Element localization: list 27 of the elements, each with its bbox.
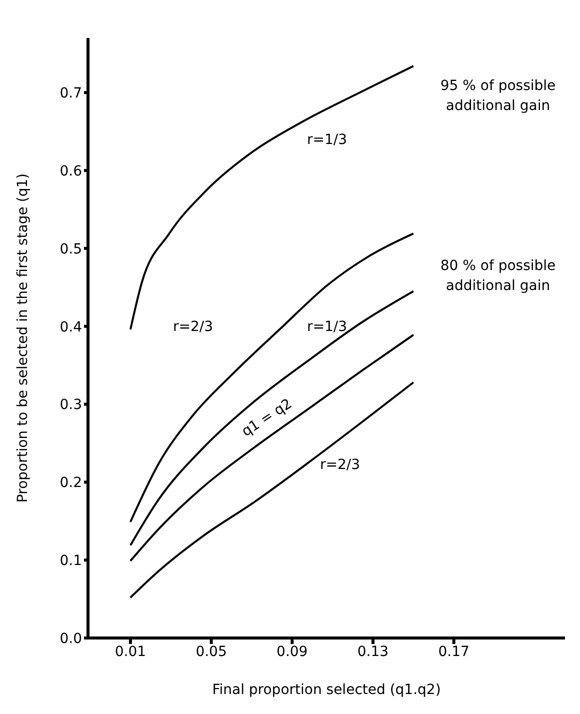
annotation: 95 % of possible additional gain <box>439 77 557 116</box>
y-tick-label: 0.3 <box>60 397 82 414</box>
x-tick-label: 0.01 <box>114 644 146 660</box>
annotation: q1 = q2 <box>238 394 296 442</box>
y-tick-label: 0.2 <box>60 475 82 492</box>
annotation: r=1/3 <box>306 131 348 150</box>
line-series <box>129 381 414 598</box>
line-series <box>129 65 414 330</box>
y-axis-title: Proportion to be selected in the first stage (q1) <box>14 173 31 503</box>
x-tick-label: 0.05 <box>196 644 227 660</box>
y-tick-label: 0.5 <box>60 241 82 258</box>
line-series <box>129 232 414 523</box>
x-tick-label: 0.09 <box>276 644 308 660</box>
x-tick-label: 0.17 <box>438 644 470 660</box>
y-tick-label: 0.4 <box>60 319 82 336</box>
annotation: r=2/3 <box>318 456 362 475</box>
line-series <box>129 290 414 546</box>
x-axis-title: Final proportion selected (q1.q2) <box>212 682 441 698</box>
x-tick-label: 0.13 <box>357 644 389 660</box>
annotation: 80 % of possible additional gain <box>439 257 557 296</box>
line-series <box>129 334 414 562</box>
y-tick-label: 0.6 <box>60 163 82 180</box>
y-tick-label: 0.1 <box>60 553 82 570</box>
y-tick-label: 0.0 <box>60 630 82 647</box>
y-tick-label: 0.7 <box>60 86 82 102</box>
annotation: r=1/3 <box>306 318 348 337</box>
annotation: r=2/3 <box>172 318 214 337</box>
